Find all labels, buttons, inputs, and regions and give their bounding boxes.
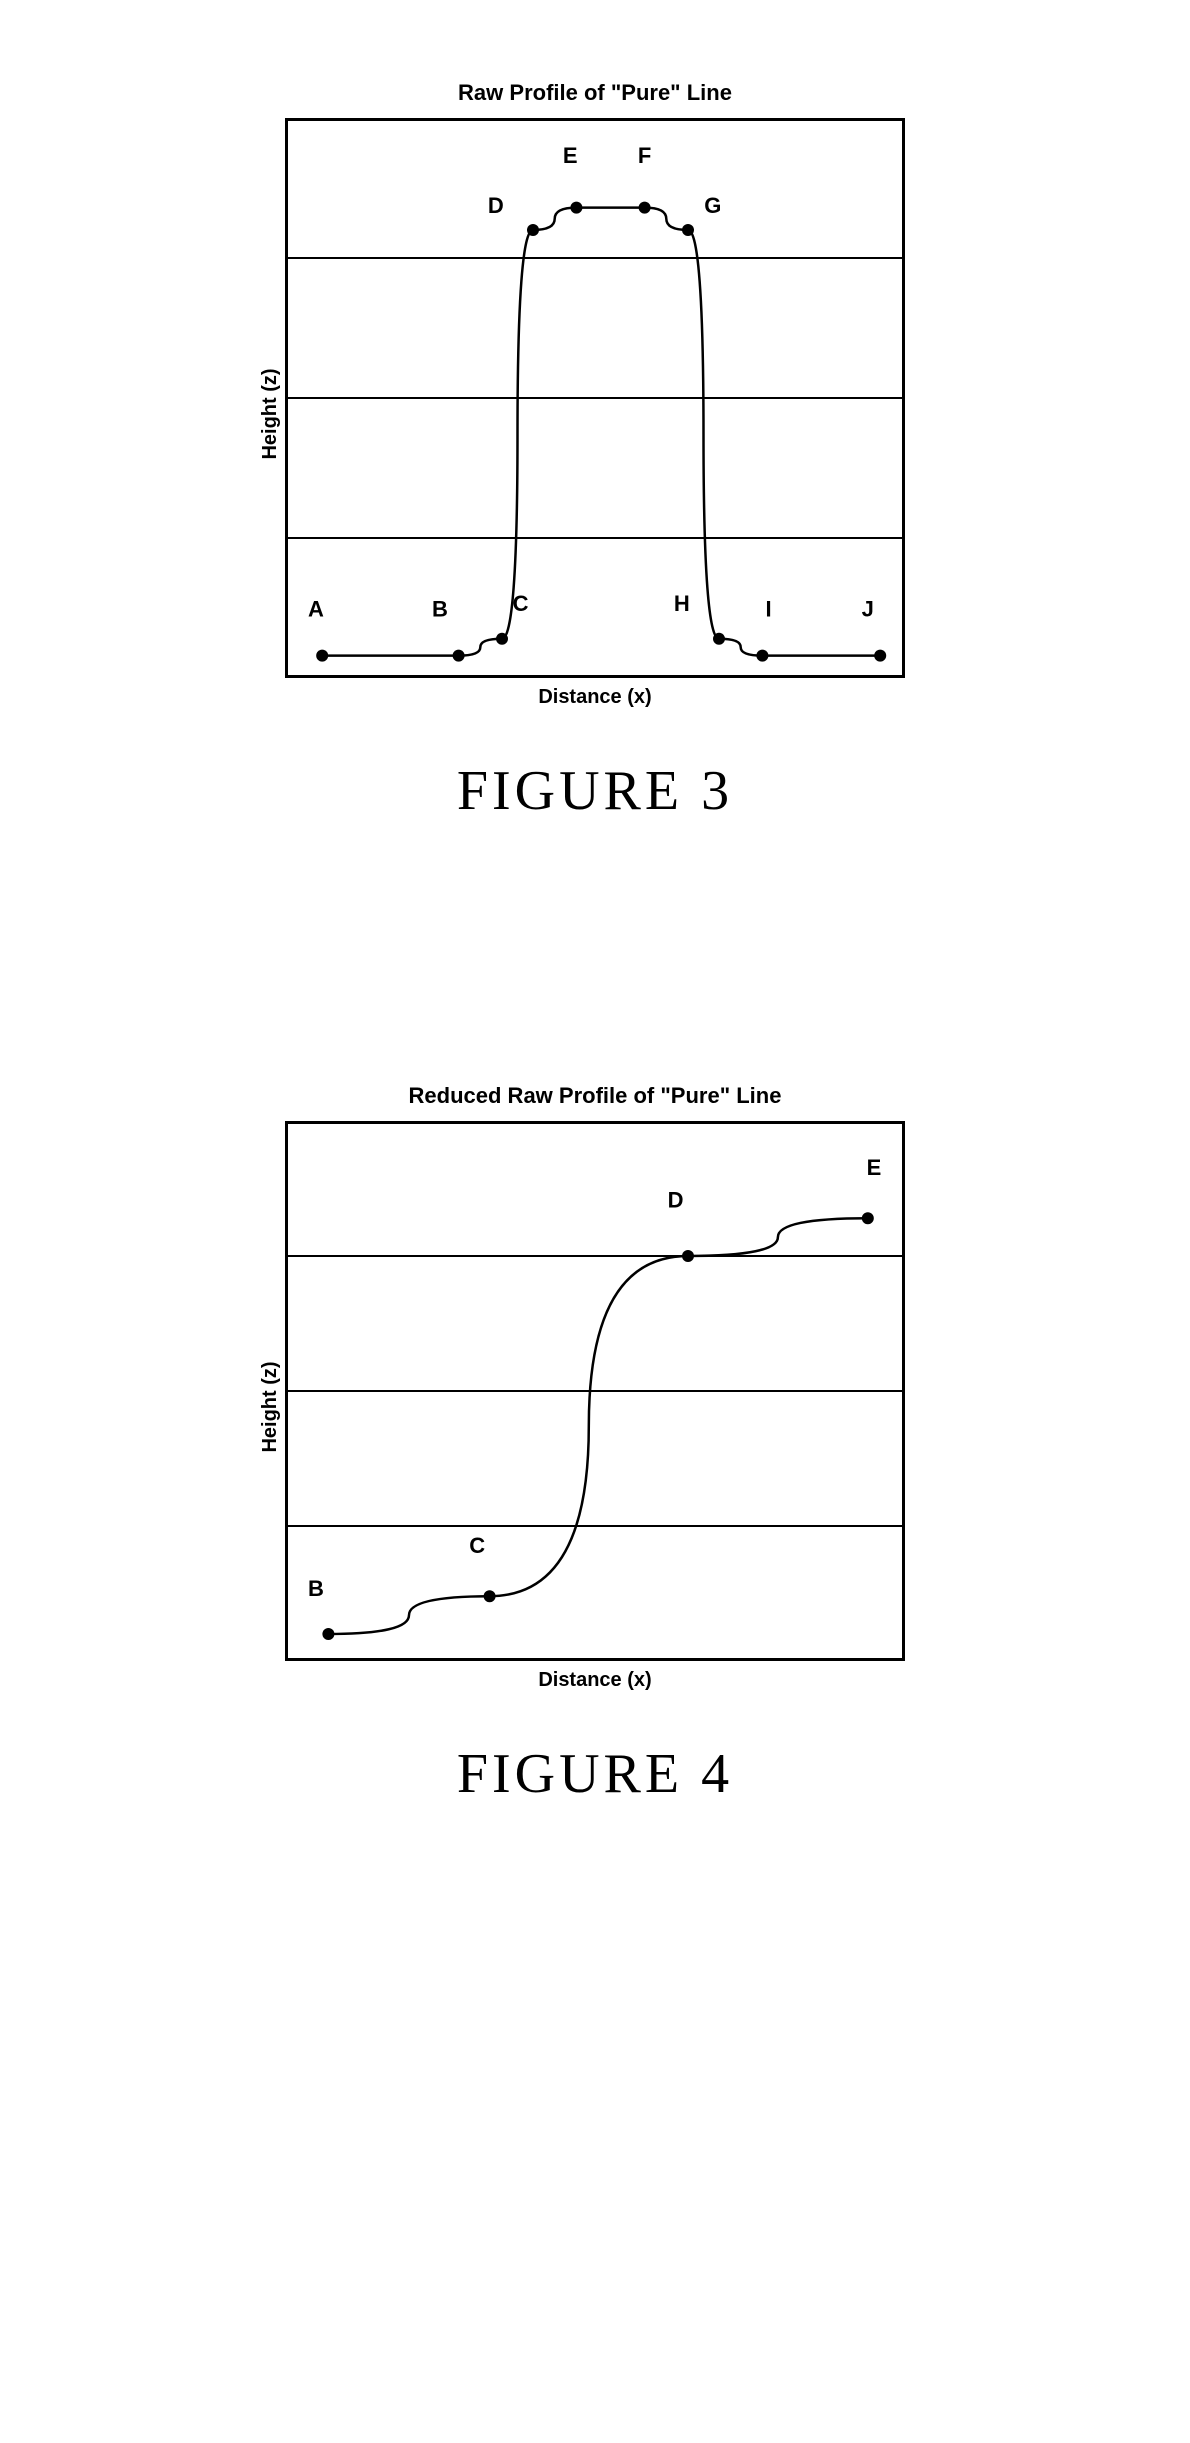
svg-text:B: B — [308, 1576, 324, 1601]
svg-text:F: F — [638, 143, 651, 168]
svg-text:D: D — [668, 1187, 684, 1212]
fig3-chart-wrap: Height (z) ABCDEFGHIJ Distance (x) — [285, 118, 905, 709]
fig4-caption: Figure 4 — [457, 1742, 733, 1806]
figure-3-block: Raw Profile of "Pure" Line Height (z) A B… — [0, 80, 1190, 823]
fig4-title: Reduced Raw Profile of "Pure" Line — [409, 1083, 782, 1109]
svg-text:E: E — [563, 143, 578, 168]
svg-text:D: D — [488, 193, 504, 218]
fig3-chart: A B C D E F G H I J — [285, 118, 905, 678]
fig4-ylabel: Height (z) — [259, 1361, 282, 1452]
svg-text:G: G — [704, 193, 721, 218]
svg-text:E: E — [867, 1155, 882, 1180]
svg-text:I: I — [766, 596, 772, 621]
svg-text:C: C — [513, 591, 529, 616]
fig3-caption: Figure 3 — [457, 759, 733, 823]
svg-text:C: C — [469, 1533, 485, 1558]
fig4-xlabel: Distance (x) — [285, 1669, 905, 1692]
fig4-chart-wrap: Height (z) BCDE Distance (x) — [285, 1121, 905, 1692]
figure-4-block: Reduced Raw Profile of "Pure" Line Heigh… — [0, 1083, 1190, 1806]
fig3-xlabel: Distance (x) — [285, 686, 905, 709]
svg-text:A: A — [308, 596, 324, 621]
fig4-chart: B C D E — [285, 1121, 905, 1661]
svg-text:H: H — [674, 591, 690, 616]
fig3-title: Raw Profile of "Pure" Line — [458, 80, 732, 106]
figure-spacer — [0, 823, 1190, 1083]
page: Raw Profile of "Pure" Line Height (z) A B… — [0, 0, 1190, 1926]
svg-text:B: B — [432, 596, 448, 621]
svg-text:J: J — [862, 596, 874, 621]
fig3-ylabel: Height (z) — [259, 368, 282, 459]
